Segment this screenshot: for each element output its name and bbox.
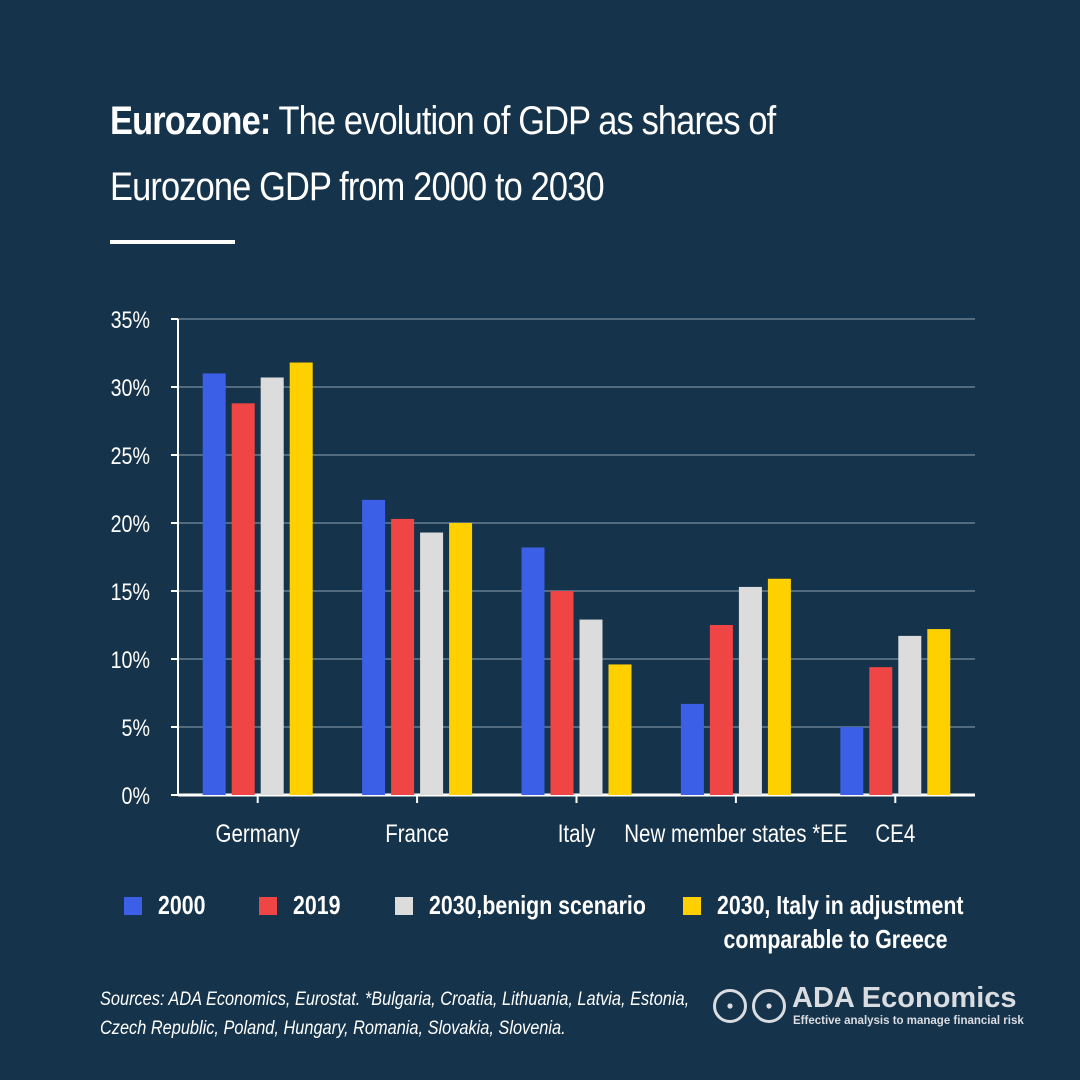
bar-germany-2019 bbox=[231, 403, 255, 795]
bar-new-member-states-ee-2019 bbox=[709, 625, 733, 795]
x-tick-label-2: Italy bbox=[558, 819, 596, 847]
legend-item-2030-benign: 2030,benign scenario bbox=[395, 888, 693, 922]
bar-ce4-2030-italy-in-adjustment-comparable-to-greece bbox=[927, 629, 951, 795]
ada-logo-icon bbox=[713, 989, 786, 1023]
sources-line1: Sources: ADA Economics, Eurostat. *Bulga… bbox=[100, 989, 690, 1010]
bar-germany-2030-italy-in-adjustment-comparable-to-greece bbox=[289, 362, 313, 795]
bar-france-2019 bbox=[391, 518, 415, 795]
brand-block: ADA Economics Effective analysis to mana… bbox=[712, 982, 1052, 1034]
y-tick-label-5: 25% bbox=[111, 442, 150, 469]
legend-label-2030-italy-line2: comparable to Greece bbox=[723, 924, 948, 954]
sources-line2: Czech Republic, Poland, Hungary, Romania… bbox=[100, 1018, 566, 1039]
chart-legend: 2000 2019 2030,benign scenario 2030, Ita… bbox=[0, 888, 1080, 958]
page-title: Eurozone: The evolution of GDP as shares… bbox=[110, 88, 884, 220]
y-tick-label-0: 0% bbox=[122, 782, 150, 809]
bar-italy-2030-benign-scenario bbox=[579, 619, 603, 795]
bar-france-2030-benign-scenario bbox=[420, 532, 444, 795]
legend-swatch-2030-italy bbox=[683, 897, 701, 915]
brand-name: ADA Economics bbox=[792, 982, 1017, 1014]
legend-label-2030-italy-line1: 2030, Italy in adjustment bbox=[717, 890, 964, 920]
y-tick-label-1: 5% bbox=[122, 714, 150, 741]
bar-new-member-states-ee-2030-benign-scenario bbox=[738, 586, 762, 795]
title-bold: Eurozone: bbox=[110, 99, 271, 143]
y-tick-label-3: 15% bbox=[111, 578, 150, 605]
legend-label-2030-benign: 2030,benign scenario bbox=[429, 890, 646, 920]
bar-ce4-2030-benign-scenario bbox=[898, 635, 922, 795]
title-rest: The evolution of GDP as shares of Eurozo… bbox=[110, 99, 776, 209]
bar-italy-2000 bbox=[521, 547, 545, 795]
y-tick-label-4: 20% bbox=[111, 510, 150, 537]
bar-new-member-states-ee-2000 bbox=[680, 703, 704, 795]
bar-italy-2030-italy-in-adjustment-comparable-to-greece bbox=[608, 664, 632, 795]
legend-swatch-2019 bbox=[259, 897, 277, 915]
legend-swatch-2000 bbox=[124, 897, 142, 915]
bar-germany-2000 bbox=[202, 373, 226, 795]
brand-tagline: Effective analysis to manage financial r… bbox=[793, 1015, 1024, 1027]
bar-italy-2019 bbox=[550, 591, 574, 795]
bar-chart: 0% 5% 10% 15% 20% 25% 30% 35% Germany France Italy… bbox=[111, 306, 975, 847]
legend-item-2019: 2019 bbox=[259, 888, 351, 922]
bar-ce4-2000 bbox=[840, 727, 864, 795]
legend-label-2030-italy: 2030, Italy in adjustment comparable to … bbox=[717, 888, 963, 956]
x-tick-label-0: Germany bbox=[216, 819, 301, 847]
y-tick-label-6: 30% bbox=[111, 374, 150, 401]
bar-ce4-2019 bbox=[869, 667, 893, 795]
legend-item-2030-italy: 2030, Italy in adjustment comparable to … bbox=[683, 888, 1018, 956]
sources-note: Sources: ADA Economics, Eurostat. *Bulga… bbox=[100, 985, 690, 1043]
title-underline bbox=[110, 240, 235, 244]
legend-label-2019: 2019 bbox=[293, 890, 341, 920]
x-tick-label-4: CE4 bbox=[875, 819, 915, 847]
x-tick-label-1: France bbox=[385, 819, 449, 847]
bar-new-member-states-ee-2030-italy-in-adjustment-comparable-to-greece bbox=[767, 578, 791, 795]
legend-swatch-2030-benign bbox=[395, 897, 413, 915]
legend-item-2000: 2000 bbox=[124, 888, 216, 922]
legend-label-2000: 2000 bbox=[158, 890, 206, 920]
bar-france-2000 bbox=[362, 499, 386, 795]
x-tick-label-3: New member states *EE bbox=[624, 819, 847, 847]
bar-france-2030-italy-in-adjustment-comparable-to-greece bbox=[449, 523, 473, 795]
bar-germany-2030-benign-scenario bbox=[260, 377, 284, 795]
y-tick-label-7: 35% bbox=[111, 306, 150, 333]
y-tick-label-2: 10% bbox=[111, 646, 150, 673]
